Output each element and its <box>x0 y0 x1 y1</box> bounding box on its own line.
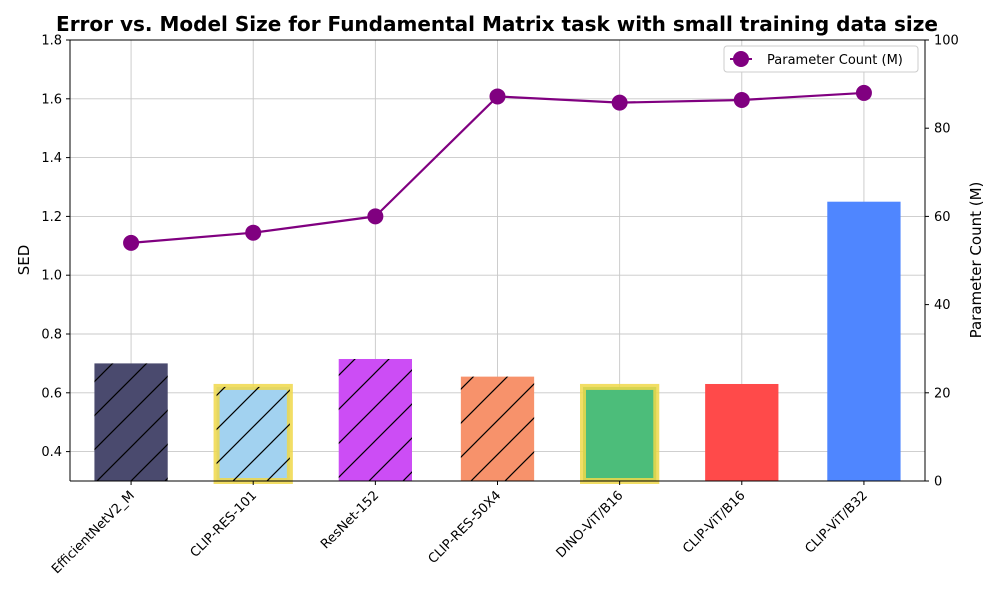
x-tick-label: CLIP-RES-101 <box>188 488 260 560</box>
y-tick-label: 1.4 <box>41 151 62 166</box>
y2-tick-label: 0 <box>934 475 942 490</box>
param-point-4 <box>611 94 628 111</box>
y-tick-label: 1.6 <box>41 92 62 107</box>
legend-box <box>723 45 919 73</box>
bar-hatch-3 <box>460 376 535 481</box>
param-point-5 <box>733 91 750 108</box>
param-point-0 <box>123 234 140 251</box>
legend-marker <box>733 51 749 67</box>
bar-4 <box>580 383 660 485</box>
y-tick-label: 1.2 <box>41 210 62 225</box>
y-tick-label: 0.6 <box>41 386 62 401</box>
param-point-3 <box>489 88 506 105</box>
y2-tick-label: 20 <box>934 386 951 401</box>
y2-tick-label: 40 <box>934 298 951 313</box>
chart-title: Error vs. Model Size for Fundamental Mat… <box>56 12 938 36</box>
param-point-1 <box>245 224 262 241</box>
y-tick-label: 1.8 <box>41 34 62 49</box>
y-axis-title: SED <box>15 245 33 276</box>
bars <box>94 201 901 485</box>
param-point-2 <box>367 208 384 225</box>
y-tick-label: 0.4 <box>41 445 62 460</box>
x-tick-label: CLIP-ViT/B32 <box>802 488 870 556</box>
x-tick-label: CLIP-ViT/B16 <box>680 488 748 556</box>
x-tick-label: CLIP-RES-50X4 <box>426 488 505 567</box>
param-line <box>123 84 872 251</box>
legend: Parameter Count (M) <box>723 45 919 73</box>
y2-tick-label: 80 <box>934 122 951 137</box>
y-tick-label: 0.8 <box>41 328 62 343</box>
y2-tick-label: 60 <box>934 210 951 225</box>
bar-hatch-2 <box>338 358 412 481</box>
y2-axis-title: Parameter Count (M) <box>967 182 985 339</box>
y2-tick-label: 100 <box>934 34 959 49</box>
x-tick-label: DINO-ViT/B16 <box>554 488 627 561</box>
bar-6 <box>827 201 901 481</box>
x-tick-label: EfficientNetV2_M <box>49 488 138 577</box>
bar-hatch-0 <box>94 363 168 481</box>
y-tick-label: 1.0 <box>41 269 62 284</box>
param-point-6 <box>855 84 872 101</box>
axes: 0.4 0.6 0.8 1.0 1.2 1.4 1.6 1.8 0 20 40 60 80 100 Effi… <box>41 34 959 578</box>
bar-5 <box>705 383 779 481</box>
bar-hatch-1 <box>216 386 290 481</box>
x-tick-label: ResNet-152 <box>318 488 382 552</box>
legend-label: Parameter Count (M) <box>767 53 903 68</box>
